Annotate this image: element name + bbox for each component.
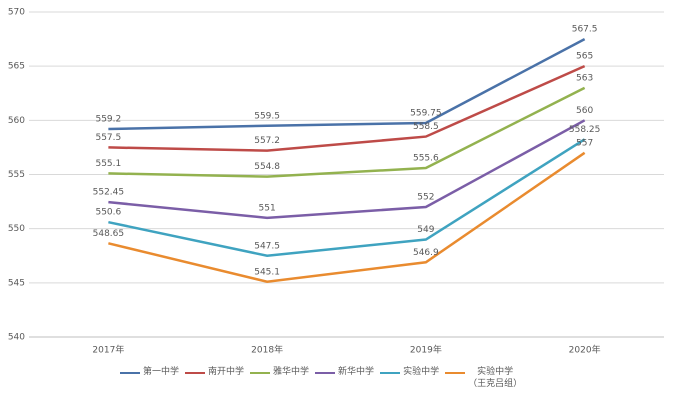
legend-swatch [120,372,140,374]
data-label: 545.1 [254,267,280,277]
data-label: 555.1 [95,159,121,169]
legend: 第一中学 南开中学 雅华中学 新华中学 实验中学 实验中学 （王克吕组） [120,366,522,390]
legend-swatch [445,372,466,374]
data-label: 559.75 [410,109,442,119]
data-label: 546.9 [413,248,439,258]
legend-swatch [380,372,401,374]
legend-swatch [185,372,206,374]
data-label: 557 [576,138,593,148]
data-label: 550.6 [95,208,121,218]
data-label: 559.2 [95,115,121,125]
legend-label: 雅华中学 [273,367,310,377]
data-label: 563 [576,73,593,83]
legend-item: 第一中学 [120,366,179,390]
y-tick-label: 545 [8,278,25,288]
legend-item: 实验中学 [380,366,439,390]
y-tick-label: 570 [8,8,25,18]
x-tick-label: 2020年 [569,344,601,356]
x-tick-label: 2017年 [92,344,124,356]
legend-item: 实验中学 （王克吕组） [445,366,522,390]
y-tick-label: 565 [8,62,25,72]
data-label: 558.25 [569,125,601,135]
x-tick-label: 2019年 [410,344,442,356]
legend-label: 实验中学 （王克吕组） [468,367,523,389]
x-tick-label: 2018年 [251,344,283,356]
legend-label: 实验中学 [403,367,440,377]
data-label: 557.5 [95,133,121,143]
y-tick-label: 550 [8,224,25,234]
data-label: 548.65 [93,229,125,239]
series-line [108,37,586,131]
series-line [108,119,586,220]
data-label: 547.5 [254,241,280,251]
data-label: 554.8 [254,162,280,172]
series-line [108,65,586,152]
series-line [108,151,586,284]
data-label: 552 [417,193,434,203]
data-label: 551 [259,203,276,213]
data-label: 559.5 [254,111,280,121]
series-line [108,138,586,258]
legend-label: 第一中学 [143,367,180,377]
data-label: 555.6 [413,154,439,164]
legend-swatch [250,372,271,374]
series-line [108,86,586,178]
data-label: 567.5 [572,25,598,35]
data-label: 558.5 [413,122,439,132]
y-tick-label: 540 [8,333,25,343]
legend-item: 南开中学 [185,366,244,390]
data-label: 557.2 [254,136,280,146]
data-label: 549 [417,225,434,235]
y-tick-label: 560 [8,116,25,126]
legend-item: 雅华中学 [250,366,309,390]
data-label: 565 [576,52,593,62]
legend-label: 新华中学 [338,367,375,377]
data-label: 552.45 [93,188,125,198]
legend-swatch [315,372,336,374]
legend-item: 新华中学 [315,366,374,390]
y-tick-label: 555 [8,170,25,180]
data-label: 560 [576,106,593,116]
legend-label: 南开中学 [208,367,245,377]
